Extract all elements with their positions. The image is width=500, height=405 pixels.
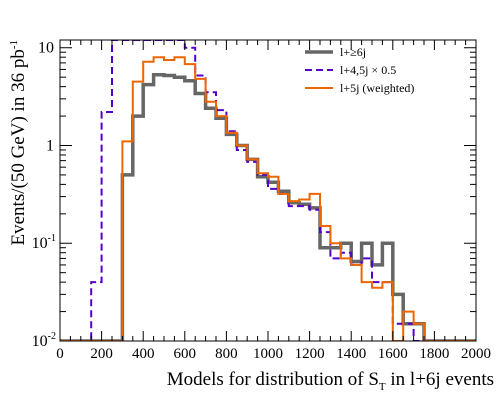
x-tick-label-0: 0 [56,346,64,362]
x-tick-label-6: 1200 [295,346,325,362]
y-tick-base: 10 [32,333,48,350]
y-tick-label-2: 1 [46,137,54,154]
x-tick-label-3: 600 [174,346,197,362]
x-tick-label-8: 1600 [378,346,408,362]
legend-label-2: l+5j (weighted) [340,81,414,95]
x-tick-label-7: 1400 [336,346,366,362]
x-axis-label-main: Models for distribution of S [167,369,379,390]
y-tick-exponent: -1 [48,233,56,244]
legend: l+≥6j l+4,5j × 0.5 l+5j (weighted) [305,45,414,95]
y-tick-label-3: 10 [38,40,54,57]
y-tick-base: 10 [38,40,54,57]
x-tick-label-4: 800 [215,346,238,362]
legend-label-1: l+4,5j × 0.5 [340,63,396,77]
legend-label-0: l+≥6j [340,45,366,59]
series-line-2 [60,56,476,341]
y-tick-base: 10 [32,235,48,252]
x-tick-label-9: 1800 [419,346,449,362]
x-axis-label-subscript: T [379,381,386,393]
y-tick-label-1: 10-1 [32,233,56,252]
y-axis-label-superscript: -1 [8,40,20,49]
y-axis-label: Events/(50 GeV) in 36 pb-1 [8,40,29,245]
x-axis-label-tail: in l+6j events [386,369,494,390]
x-tick-label-1: 200 [90,346,113,362]
x-tick-label-2: 400 [132,346,155,362]
y-tick-label-0: 10-2 [32,331,56,350]
x-tick-label-10: 2000 [461,346,491,362]
y-tick-exponent: -2 [48,331,56,342]
x-axis-label: Models for distribution of ST in l+6j ev… [167,369,494,393]
y-tick-base: 1 [46,137,54,154]
series-layer [60,40,476,341]
ticks-layer: 0 200 400 600 800 1000 1200 1400 1600 1800 200010-… [32,40,491,362]
y-axis-label-main: Events/(50 GeV) in 36 pb [8,49,29,245]
x-tick-label-5: 1000 [253,346,283,362]
